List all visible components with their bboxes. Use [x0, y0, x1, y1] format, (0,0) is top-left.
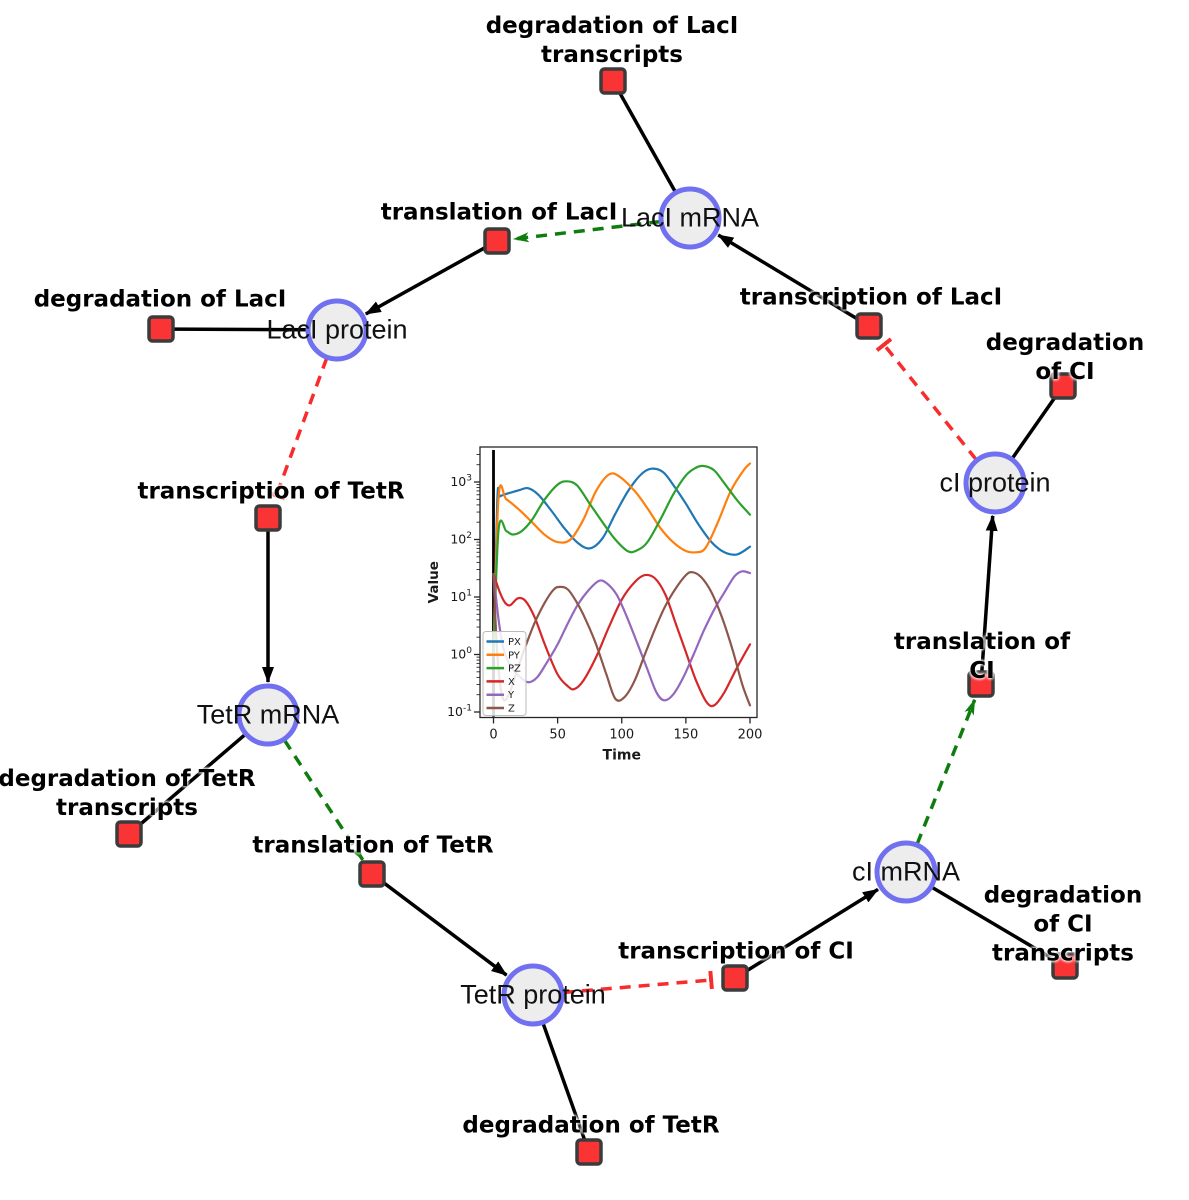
x-tick-label: 100 — [609, 728, 634, 743]
reaction-node-deg_ci_transcripts[interactable] — [1051, 952, 1079, 980]
reaction-node-deg_laci[interactable] — [147, 315, 175, 343]
x-tick-label: 200 — [738, 728, 763, 743]
reaction-node-deg_ci[interactable] — [1049, 372, 1077, 400]
species-node-laci_mrna[interactable] — [658, 186, 722, 250]
edge-reactant-laci_mrna-deg_laci_transcripts — [617, 91, 678, 195]
reaction-node-transcription_tetr[interactable] — [254, 504, 282, 532]
series-PZ — [492, 464, 752, 656]
species-node-ci_mrna[interactable] — [874, 840, 938, 904]
legend-label-Y: Y — [507, 690, 515, 701]
x-axis-title: Time — [603, 748, 641, 764]
edge-inhibition-ci_protein-transcription_laci — [875, 337, 978, 461]
edge-product-translation_ci-ci_protein — [980, 514, 998, 672]
edges-layer — [137, 91, 1057, 1141]
edge-product-transcription_laci-laci_mrna — [717, 233, 859, 321]
reaction-node-deg_tetr[interactable] — [575, 1138, 603, 1166]
reaction-node-transcription_ci[interactable] — [721, 964, 749, 992]
y-tick-label: 103 — [450, 474, 472, 490]
edge-modifier-laci_mrna-translation_laci — [512, 219, 661, 243]
reaction-node-deg_laci_transcripts[interactable] — [599, 67, 627, 95]
series-PX — [492, 467, 752, 656]
series-PY — [492, 462, 752, 656]
reaction-node-deg_tetr_transcripts[interactable] — [115, 820, 143, 848]
edge-reactant-ci_mrna-deg_ci_transcripts — [929, 884, 1055, 961]
edge-modifier-tetr_mrna-translation_tetr — [282, 739, 365, 861]
edge-reactant-ci_protein-deg_ci — [1009, 395, 1057, 462]
legend-label-PZ: PZ — [508, 664, 521, 675]
y-tick-label: 102 — [450, 531, 472, 547]
edge-modifier-ci_mrna-translation_ci — [915, 698, 977, 845]
x-tick-label: 150 — [673, 728, 698, 743]
edge-reactant-tetr_protein-deg_tetr — [540, 1020, 587, 1141]
x-tick-label: 50 — [549, 728, 566, 743]
nodes-layer — [115, 67, 1079, 1166]
edge-product-translation_tetr-tetr_protein — [381, 880, 508, 977]
edge-reactant-laci_protein-deg_laci — [173, 327, 310, 332]
y-axis-title: Value — [426, 561, 442, 603]
legend-label-X: X — [508, 677, 515, 688]
y-tick-label: 101 — [450, 589, 472, 605]
series-X — [492, 573, 752, 708]
legend-label-PY: PY — [508, 650, 521, 661]
species-node-tetr_mrna[interactable] — [236, 683, 300, 747]
edge-inhibition-laci_protein-transcription_tetr — [267, 357, 329, 501]
legend-label-PX: PX — [508, 637, 521, 648]
x-tick-label: 0 — [489, 728, 497, 743]
edge-inhibition-tetr_protein-transcription_ci — [562, 970, 714, 995]
edge-reactant-tetr_mrna-deg_tetr_transcripts — [137, 731, 248, 827]
species-node-tetr_protein[interactable] — [501, 963, 565, 1027]
reaction-node-translation_ci[interactable] — [967, 670, 995, 698]
reaction-node-translation_laci[interactable] — [483, 227, 511, 255]
legend-label-Z: Z — [508, 704, 515, 715]
species-node-ci_protein[interactable] — [963, 451, 1027, 515]
y-tick-label: 100 — [450, 646, 472, 662]
species-node-laci_protein[interactable] — [305, 298, 369, 362]
edge-product-transcription_ci-ci_mrna — [745, 887, 879, 973]
y-tick-label: 10-1 — [447, 704, 472, 720]
edge-product-translation_laci-laci_protein — [364, 245, 487, 316]
reaction-node-transcription_laci[interactable] — [855, 312, 883, 340]
reaction-node-translation_tetr[interactable] — [358, 860, 386, 888]
simulation-plot: 0 50 100 150 200 10-1 100 101 102 103 Time Value PX P… — [426, 446, 763, 764]
